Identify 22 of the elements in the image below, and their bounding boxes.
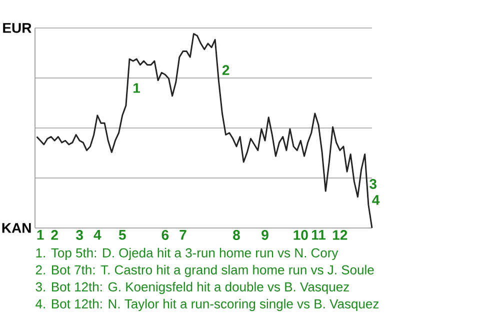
x-tick-label: 9 (262, 230, 268, 240)
annotation: 3 (370, 179, 376, 189)
text: EUR (3, 23, 32, 33)
x-tick-label: 2 (51, 230, 58, 240)
x-tick-label: 11 (312, 230, 326, 240)
annotation: 2 (222, 65, 230, 75)
text: KAN (2, 223, 31, 233)
x-tick-label: 5 (118, 230, 126, 240)
text: 3. Bot 12th: G. Koenigsfeld hit a double vs B. Vasquez (36, 282, 349, 294)
text: 1. Top 5th: D. Ojeda hit a 3-run home run vs N. Cory (36, 248, 338, 260)
x-tick-label: 10 (294, 230, 308, 240)
x-tick-label: 4 (94, 230, 102, 240)
x-tick-label: 7 (180, 230, 186, 240)
annotation: 1 (134, 83, 140, 93)
text: 4. Bot 12th: N. Taylor hit a run-scoring single vs B. Vasquez (36, 298, 379, 312)
x-tick-label: 6 (162, 230, 169, 240)
x-tick-label: 1 (37, 230, 44, 240)
x-tick-label: 8 (233, 230, 240, 240)
text: 2. Bot 7th: T. Castro hit a grand slam home run vs J. Soule (36, 264, 374, 278)
x-tick-label: 12 (332, 230, 348, 240)
x-tick-label: 3 (76, 230, 83, 240)
text: 4 (372, 195, 380, 205)
